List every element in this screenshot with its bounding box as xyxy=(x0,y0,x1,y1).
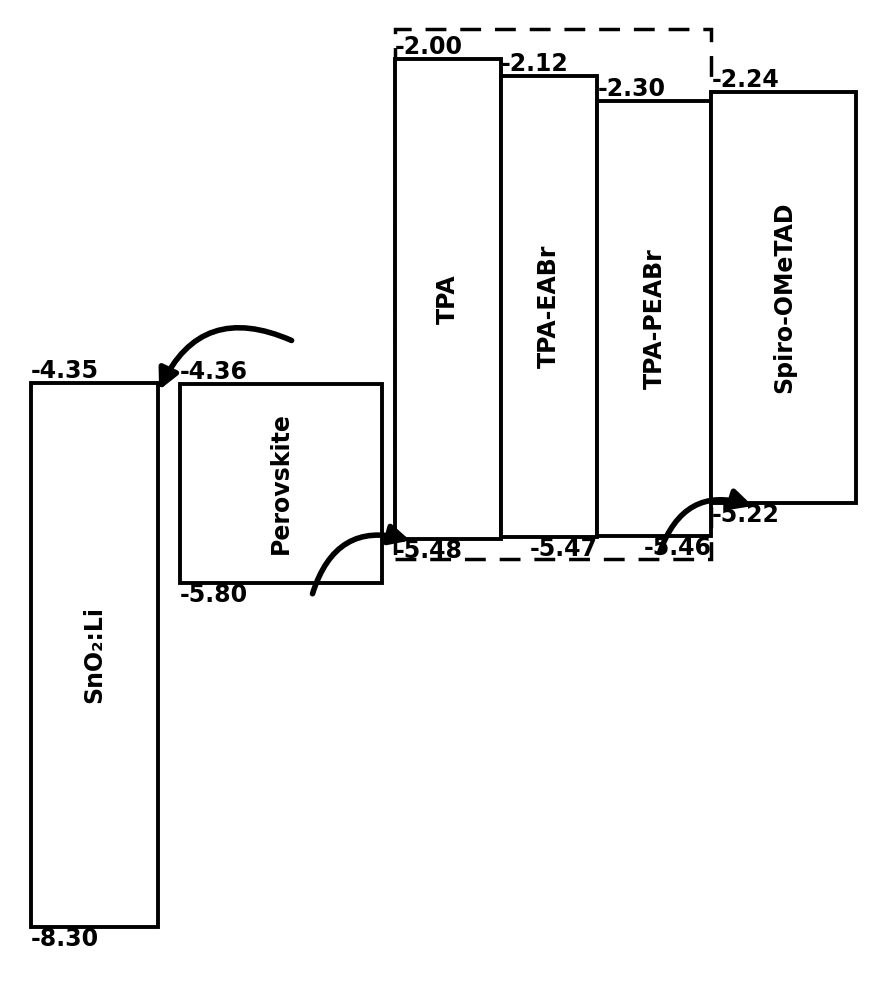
Text: TPA-EABr: TPA-EABr xyxy=(536,245,560,368)
Text: Spiro-OMeTAD: Spiro-OMeTAD xyxy=(771,202,795,393)
Text: TPA-PEABr: TPA-PEABr xyxy=(641,248,665,389)
Text: -2.24: -2.24 xyxy=(711,68,779,92)
Bar xyxy=(711,92,856,503)
Text: TPA: TPA xyxy=(435,274,459,324)
Bar xyxy=(395,29,711,559)
Text: -5.46: -5.46 xyxy=(642,536,711,560)
Text: SnO₂:Li: SnO₂:Li xyxy=(82,606,106,703)
Bar xyxy=(395,59,500,539)
Text: -2.00: -2.00 xyxy=(395,35,462,59)
Text: -2.12: -2.12 xyxy=(500,52,568,76)
Text: -8.30: -8.30 xyxy=(30,927,98,951)
Bar xyxy=(500,76,596,537)
Bar xyxy=(596,101,711,536)
Text: Perovskite: Perovskite xyxy=(268,413,292,554)
Bar xyxy=(30,383,158,927)
Text: -5.47: -5.47 xyxy=(529,537,596,561)
Text: -4.35: -4.35 xyxy=(30,359,98,383)
Text: -2.30: -2.30 xyxy=(596,77,664,101)
Text: -5.48: -5.48 xyxy=(395,539,462,563)
Bar xyxy=(180,384,382,583)
Text: -5.80: -5.80 xyxy=(180,583,248,607)
Text: -4.36: -4.36 xyxy=(180,360,247,384)
Text: -5.22: -5.22 xyxy=(711,503,779,527)
